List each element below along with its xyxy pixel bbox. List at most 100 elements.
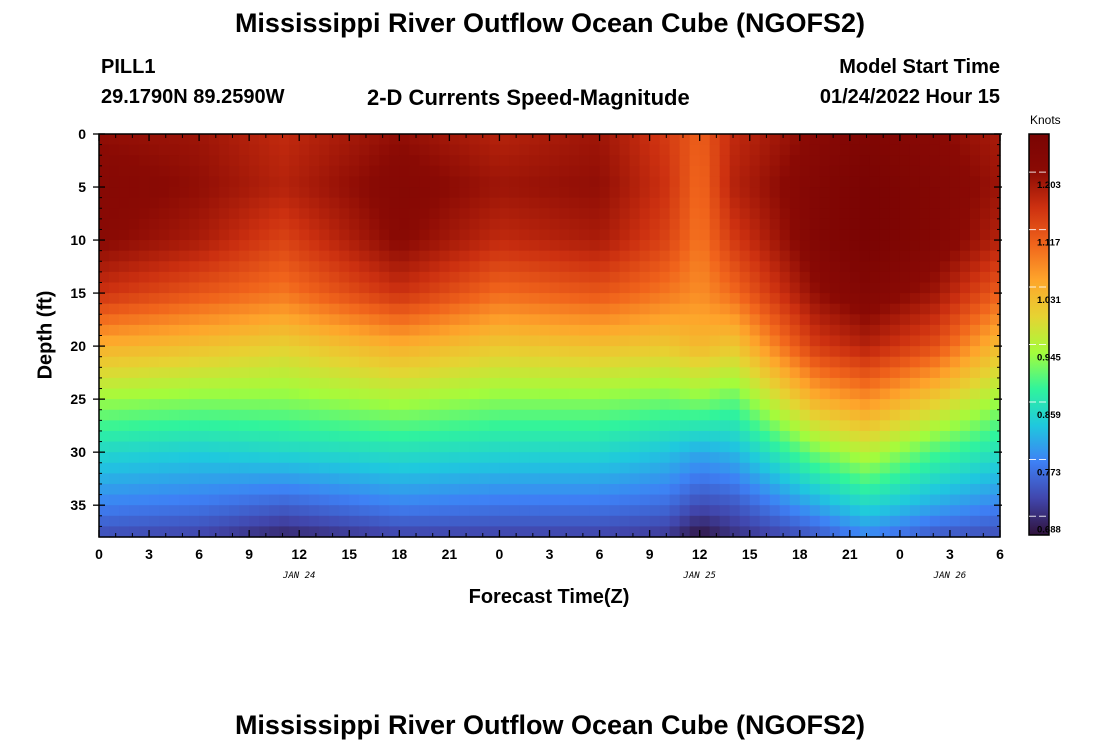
- heatmap-cell: [539, 208, 551, 220]
- heatmap-cell: [249, 494, 260, 506]
- heatmap-cell: [979, 409, 991, 421]
- heatmap-cell: [429, 505, 440, 517]
- heatmap-cell: [659, 409, 671, 421]
- heatmap-cell: [919, 420, 931, 432]
- heatmap-cell: [769, 134, 781, 146]
- heatmap-cell: [559, 430, 571, 443]
- heatmap-cell: [179, 197, 190, 209]
- heatmap-cell: [99, 165, 110, 178]
- heatmap-cell: [169, 399, 180, 411]
- heatmap-cell: [389, 282, 400, 294]
- heatmap-cell: [619, 377, 631, 390]
- heatmap-cell: [389, 494, 400, 506]
- heatmap-cell: [769, 197, 781, 209]
- heatmap-cell: [399, 229, 410, 241]
- heatmap-cell: [249, 346, 260, 358]
- heatmap-cell: [989, 324, 1001, 337]
- heatmap-cell: [349, 240, 360, 252]
- heatmap-cell: [349, 483, 360, 496]
- heatmap-cell: [99, 144, 110, 156]
- heatmap-cell: [459, 505, 471, 517]
- heatmap-cell: [429, 187, 440, 199]
- heatmap-cell: [949, 324, 961, 337]
- heatmap-cell: [299, 399, 310, 411]
- heatmap-cell: [729, 515, 741, 527]
- heatmap-cell: [279, 335, 290, 347]
- heatmap-cell: [449, 356, 460, 368]
- heatmap-cell: [949, 208, 961, 220]
- heatmap-cell: [489, 505, 501, 517]
- heatmap-cell: [639, 420, 651, 432]
- heatmap-cell: [159, 377, 170, 390]
- heatmap-cell: [599, 261, 611, 273]
- heatmap-cell: [469, 208, 481, 220]
- heatmap-cell: [769, 261, 781, 273]
- heatmap-cell: [619, 441, 631, 453]
- heatmap-cell: [249, 261, 260, 273]
- heatmap-cell: [459, 144, 471, 156]
- heatmap-cell: [979, 261, 991, 273]
- heatmap-cell: [129, 430, 140, 443]
- heatmap-cell: [289, 155, 300, 167]
- heatmap-cell: [369, 494, 380, 506]
- heatmap-cell: [109, 250, 120, 262]
- heatmap-cell: [159, 208, 170, 220]
- heatmap-cell: [199, 229, 210, 241]
- heatmap-cell: [369, 483, 380, 496]
- heatmap-cell: [449, 515, 460, 527]
- heatmap-cell: [349, 293, 360, 305]
- heatmap-cell: [449, 324, 460, 337]
- heatmap-cell: [229, 134, 240, 146]
- heatmap-cell: [489, 526, 501, 538]
- heatmap-cell: [959, 144, 971, 156]
- heatmap-cell: [539, 155, 551, 167]
- heatmap-cell: [869, 261, 881, 273]
- heatmap-cell: [219, 452, 230, 464]
- heatmap-cell: [169, 452, 180, 464]
- heatmap-cell: [749, 134, 761, 146]
- heatmap-cell: [599, 526, 611, 538]
- heatmap-cell: [919, 240, 931, 252]
- heatmap-cell: [259, 314, 270, 326]
- heatmap-cell: [509, 473, 521, 485]
- heatmap-cell: [619, 271, 631, 284]
- heatmap-cell: [699, 144, 711, 156]
- heatmap-cell: [689, 335, 701, 347]
- heatmap-cell: [329, 303, 340, 315]
- x-tick-label: 0: [896, 546, 904, 562]
- heatmap-cell: [219, 155, 230, 167]
- heatmap-cell: [529, 134, 541, 146]
- heatmap-cell: [269, 515, 280, 527]
- heatmap-cell: [139, 515, 150, 527]
- heatmap-cell: [249, 483, 260, 496]
- heatmap-cell: [649, 303, 661, 315]
- heatmap-cell: [979, 197, 991, 209]
- heatmap-cell: [389, 134, 400, 146]
- heatmap-cell: [459, 515, 471, 527]
- heatmap-cell: [839, 441, 851, 453]
- heatmap-cell: [729, 144, 741, 156]
- heatmap-cell: [719, 240, 731, 252]
- heatmap-cell: [299, 452, 310, 464]
- heatmap-cell: [309, 515, 320, 527]
- heatmap-cell: [549, 144, 561, 156]
- heatmap-cell: [839, 377, 851, 390]
- heatmap-cell: [299, 293, 310, 305]
- heatmap-cell: [289, 377, 300, 390]
- heatmap-cell: [909, 155, 921, 167]
- heatmap-cell: [649, 261, 661, 273]
- heatmap-cell: [619, 452, 631, 464]
- heatmap-cell: [269, 462, 280, 474]
- heatmap-cell: [239, 261, 250, 273]
- heatmap-cell: [409, 377, 420, 390]
- heatmap-cell: [299, 144, 310, 156]
- heatmap-cell: [759, 187, 771, 199]
- heatmap-cell: [579, 144, 591, 156]
- heatmap-cell: [989, 483, 1001, 496]
- heatmap-cell: [519, 197, 531, 209]
- heatmap-cell: [659, 324, 671, 337]
- heatmap-cell: [919, 176, 931, 188]
- heatmap-cell: [629, 526, 641, 538]
- heatmap-cell: [459, 420, 471, 432]
- heatmap-cell: [369, 134, 380, 146]
